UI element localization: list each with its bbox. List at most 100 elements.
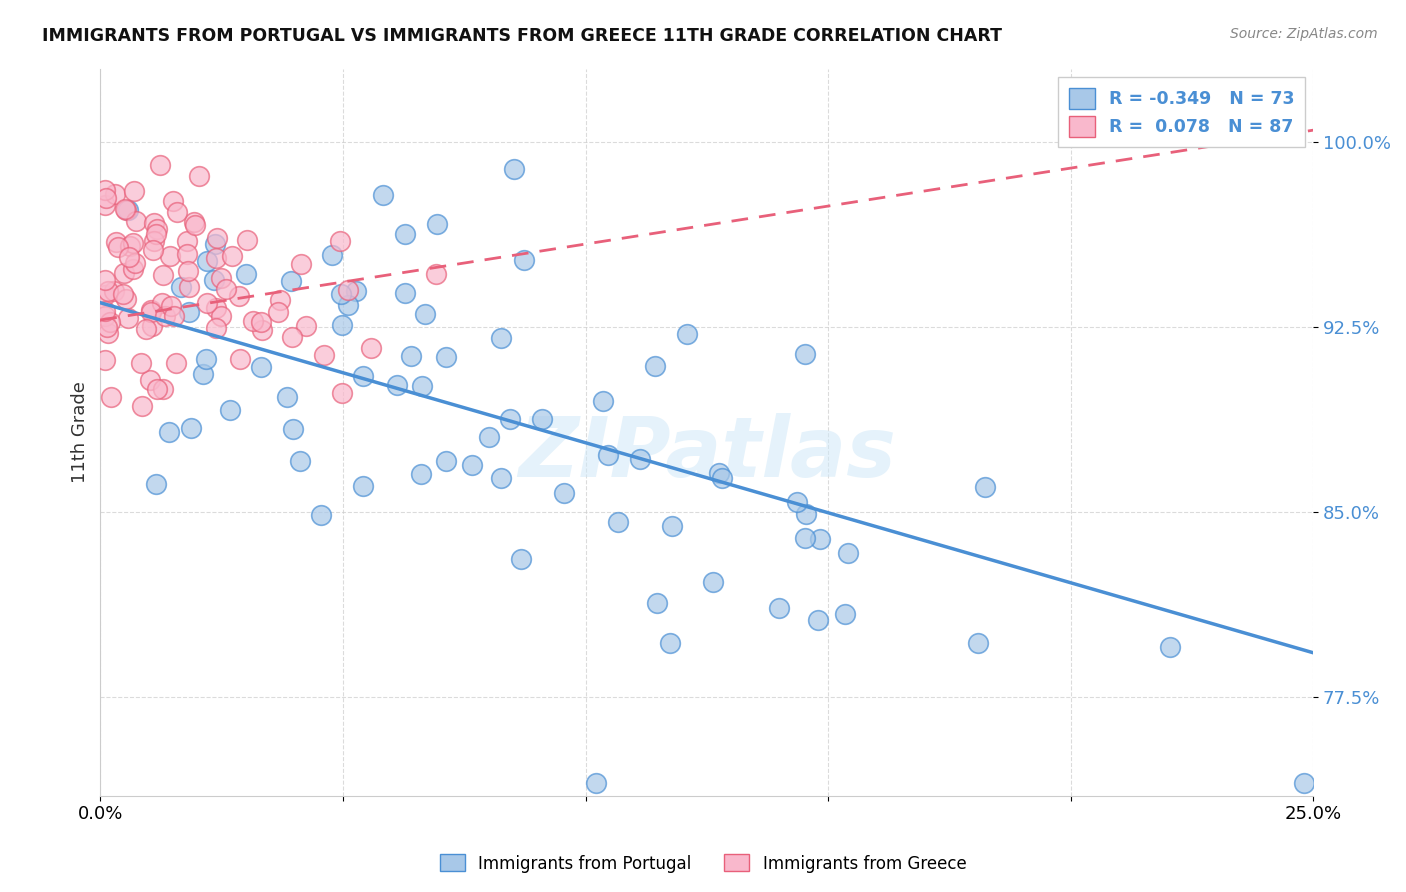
Point bbox=[215, 281, 238, 295]
Point bbox=[329, 234, 352, 248]
Point bbox=[107, 240, 129, 254]
Point bbox=[94, 183, 117, 197]
Point bbox=[142, 244, 165, 258]
Point bbox=[676, 326, 699, 341]
Point bbox=[176, 235, 198, 249]
Point bbox=[249, 360, 271, 375]
Point bbox=[592, 393, 614, 408]
Point bbox=[205, 231, 228, 245]
Point bbox=[228, 288, 250, 302]
Point bbox=[503, 161, 526, 176]
Point bbox=[314, 348, 336, 362]
Point bbox=[509, 551, 531, 566]
Point bbox=[280, 274, 302, 288]
Point bbox=[177, 305, 200, 319]
Point bbox=[96, 326, 118, 340]
Point bbox=[103, 284, 125, 298]
Point bbox=[191, 367, 214, 381]
Point bbox=[120, 238, 142, 252]
Point bbox=[434, 454, 457, 468]
Point bbox=[117, 311, 139, 326]
Point bbox=[204, 320, 226, 334]
Point bbox=[768, 600, 790, 615]
Point bbox=[1159, 640, 1181, 654]
Point bbox=[352, 479, 374, 493]
Point bbox=[385, 378, 408, 392]
Point bbox=[966, 636, 988, 650]
Point bbox=[360, 341, 382, 355]
Point bbox=[112, 266, 135, 280]
Point bbox=[177, 280, 200, 294]
Point bbox=[114, 292, 136, 306]
Point bbox=[114, 202, 136, 217]
Point bbox=[413, 307, 436, 321]
Point bbox=[170, 280, 193, 294]
Point bbox=[425, 267, 447, 281]
Point bbox=[607, 515, 630, 529]
Point bbox=[129, 356, 152, 370]
Point bbox=[309, 508, 332, 523]
Point bbox=[131, 399, 153, 413]
Text: Source: ZipAtlas.com: Source: ZipAtlas.com bbox=[1230, 27, 1378, 41]
Point bbox=[177, 264, 200, 278]
Point bbox=[146, 382, 169, 396]
Point bbox=[530, 412, 553, 426]
Point bbox=[98, 315, 121, 329]
Point bbox=[434, 350, 457, 364]
Point bbox=[94, 288, 117, 302]
Point bbox=[121, 262, 143, 277]
Point bbox=[808, 532, 831, 546]
Point bbox=[645, 596, 668, 610]
Point bbox=[336, 283, 359, 297]
Point bbox=[426, 217, 449, 231]
Point bbox=[165, 356, 187, 370]
Point bbox=[806, 613, 828, 627]
Point bbox=[114, 202, 136, 216]
Text: ZIPatlas: ZIPatlas bbox=[517, 414, 896, 494]
Point bbox=[96, 191, 118, 205]
Point bbox=[180, 421, 202, 435]
Point bbox=[94, 304, 117, 318]
Point bbox=[146, 222, 169, 236]
Point bbox=[702, 574, 724, 589]
Point bbox=[628, 451, 651, 466]
Point bbox=[124, 256, 146, 270]
Point bbox=[105, 235, 128, 250]
Point bbox=[141, 318, 163, 333]
Point bbox=[152, 382, 174, 396]
Point bbox=[659, 635, 682, 649]
Point bbox=[142, 216, 165, 230]
Point bbox=[499, 412, 522, 426]
Point bbox=[148, 158, 170, 172]
Point bbox=[394, 285, 416, 300]
Point bbox=[707, 466, 730, 480]
Point bbox=[94, 273, 117, 287]
Point bbox=[399, 350, 422, 364]
Point bbox=[141, 302, 163, 317]
Point bbox=[155, 309, 177, 323]
Point bbox=[204, 236, 226, 251]
Point bbox=[794, 531, 817, 545]
Point bbox=[294, 318, 316, 333]
Point bbox=[117, 202, 139, 217]
Point bbox=[195, 253, 218, 268]
Point bbox=[235, 268, 257, 282]
Point bbox=[332, 318, 354, 332]
Point bbox=[834, 607, 856, 622]
Point bbox=[94, 197, 117, 211]
Point bbox=[96, 320, 118, 334]
Y-axis label: 11th Grade: 11th Grade bbox=[72, 381, 89, 483]
Point bbox=[512, 253, 534, 268]
Point bbox=[796, 507, 818, 521]
Point bbox=[330, 385, 353, 400]
Point bbox=[478, 430, 501, 444]
Point bbox=[242, 314, 264, 328]
Point bbox=[159, 249, 181, 263]
Point bbox=[598, 448, 620, 462]
Point bbox=[187, 169, 209, 183]
Point bbox=[394, 227, 416, 241]
Legend: Immigrants from Portugal, Immigrants from Greece: Immigrants from Portugal, Immigrants fro… bbox=[433, 847, 973, 880]
Point bbox=[281, 330, 304, 344]
Point bbox=[250, 315, 273, 329]
Point bbox=[183, 218, 205, 232]
